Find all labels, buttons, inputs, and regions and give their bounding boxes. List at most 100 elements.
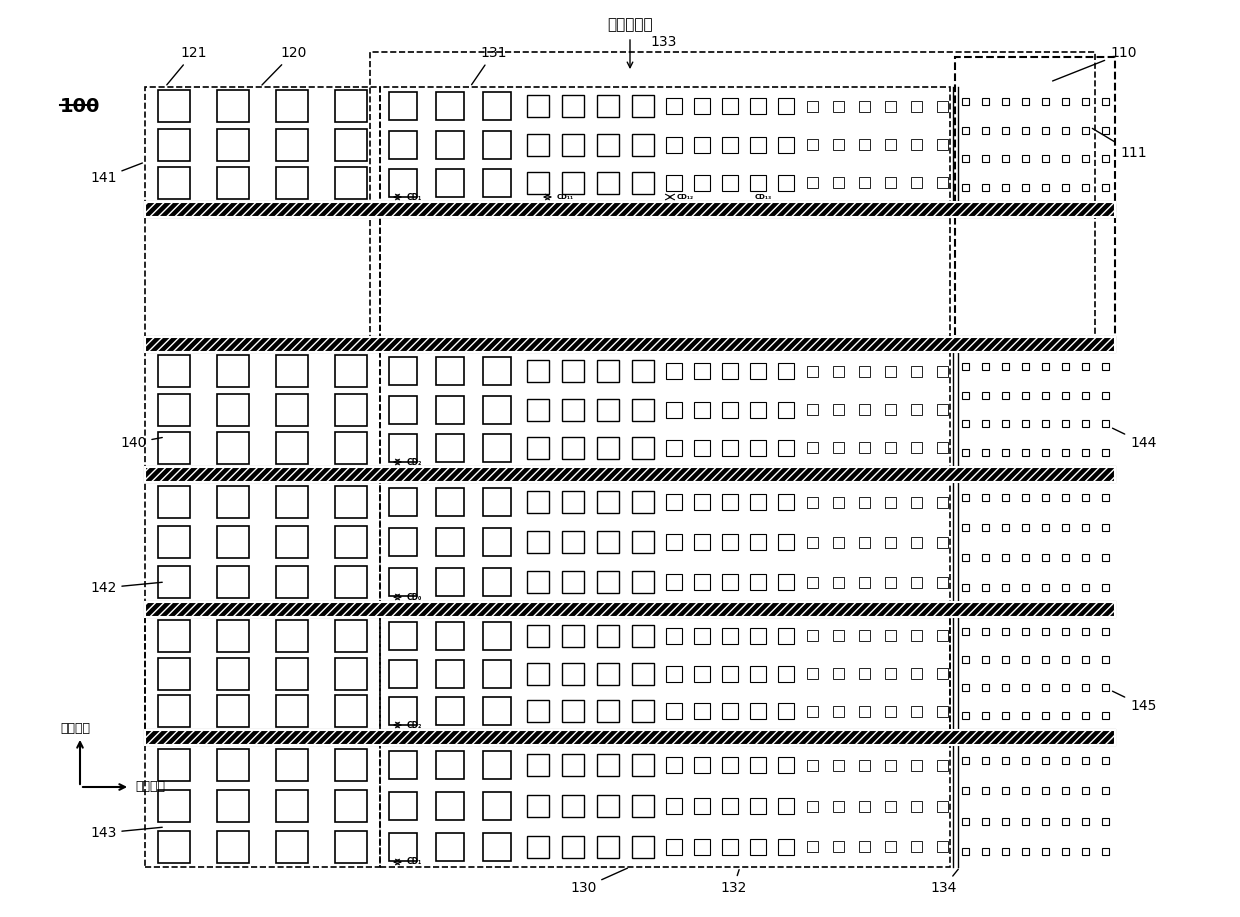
Bar	[1061, 392, 1069, 399]
Bar	[389, 169, 418, 197]
Bar	[275, 790, 308, 822]
Bar	[807, 101, 818, 112]
Bar	[807, 577, 818, 588]
Bar	[722, 402, 738, 417]
Bar	[1101, 420, 1109, 427]
Bar	[982, 627, 988, 635]
Bar	[389, 568, 418, 596]
Bar	[910, 760, 921, 771]
Bar	[1002, 848, 1008, 856]
Text: 140: 140	[120, 436, 162, 450]
Bar	[1002, 392, 1008, 399]
Bar	[936, 706, 947, 717]
Bar	[1061, 524, 1069, 531]
Bar	[145, 467, 1115, 482]
Bar	[982, 420, 988, 427]
Bar	[859, 801, 870, 812]
Text: 第二横向: 第二横向	[60, 722, 91, 735]
Bar	[936, 442, 947, 453]
Bar	[482, 622, 511, 650]
Bar	[527, 755, 548, 777]
Bar	[936, 496, 947, 507]
Bar	[694, 757, 711, 773]
Bar	[1101, 363, 1109, 370]
Bar	[1022, 818, 1028, 824]
Bar	[436, 434, 464, 462]
Bar	[961, 449, 968, 456]
Bar	[859, 668, 870, 679]
Bar	[1042, 656, 1049, 663]
Bar	[961, 627, 968, 635]
Bar	[1061, 583, 1069, 591]
Bar	[722, 757, 738, 773]
Bar	[217, 526, 249, 558]
Bar	[436, 659, 464, 688]
Bar	[666, 666, 682, 681]
Bar	[722, 363, 738, 379]
Bar	[1002, 98, 1008, 105]
Bar	[370, 52, 1095, 342]
Bar	[1081, 493, 1089, 501]
Bar	[1101, 684, 1109, 691]
Bar	[562, 134, 584, 156]
Bar	[936, 760, 947, 771]
Bar	[666, 628, 682, 644]
Bar	[1002, 493, 1008, 501]
Bar	[159, 432, 191, 464]
Bar	[275, 432, 308, 464]
Bar	[885, 841, 897, 852]
Bar	[527, 360, 548, 382]
Bar	[389, 697, 418, 725]
Bar	[982, 554, 988, 560]
Bar	[694, 137, 711, 152]
Bar	[482, 93, 511, 120]
Bar	[527, 795, 548, 817]
Bar	[910, 668, 921, 679]
Text: 133: 133	[650, 35, 676, 49]
Bar	[859, 760, 870, 771]
Bar	[1022, 420, 1028, 427]
Bar	[217, 167, 249, 199]
Bar	[159, 566, 191, 598]
Bar	[936, 366, 947, 377]
Bar	[833, 668, 844, 679]
Bar	[722, 628, 738, 644]
Bar	[936, 139, 947, 150]
Bar	[1002, 363, 1008, 370]
Bar	[833, 577, 844, 588]
Bar	[777, 628, 794, 644]
Bar	[750, 440, 766, 456]
Bar	[1081, 155, 1089, 162]
Bar	[1022, 524, 1028, 531]
Bar	[955, 57, 1115, 339]
Bar	[217, 393, 249, 425]
Bar	[722, 703, 738, 719]
Bar	[961, 392, 968, 399]
Bar	[596, 399, 619, 421]
Text: CD₂: CD₂	[407, 721, 423, 730]
Bar	[982, 848, 988, 856]
Bar	[1101, 449, 1109, 456]
Bar	[217, 695, 249, 727]
Bar	[335, 486, 367, 518]
Bar	[562, 701, 584, 723]
Bar	[859, 101, 870, 112]
Bar	[159, 90, 191, 122]
Bar	[694, 839, 711, 855]
Bar	[596, 571, 619, 593]
Bar	[145, 202, 1115, 217]
Bar	[1081, 818, 1089, 824]
Text: 143: 143	[91, 826, 162, 840]
Bar	[1042, 818, 1049, 824]
Bar	[335, 657, 367, 690]
Bar	[1022, 713, 1028, 719]
Bar	[859, 496, 870, 507]
Bar	[1022, 493, 1028, 501]
Bar	[1081, 788, 1089, 794]
Bar	[750, 628, 766, 644]
Text: CD₂: CD₂	[407, 458, 423, 467]
Text: CD₀: CD₀	[407, 592, 423, 602]
Bar	[885, 801, 897, 812]
Bar	[436, 169, 464, 197]
Bar	[562, 171, 584, 193]
